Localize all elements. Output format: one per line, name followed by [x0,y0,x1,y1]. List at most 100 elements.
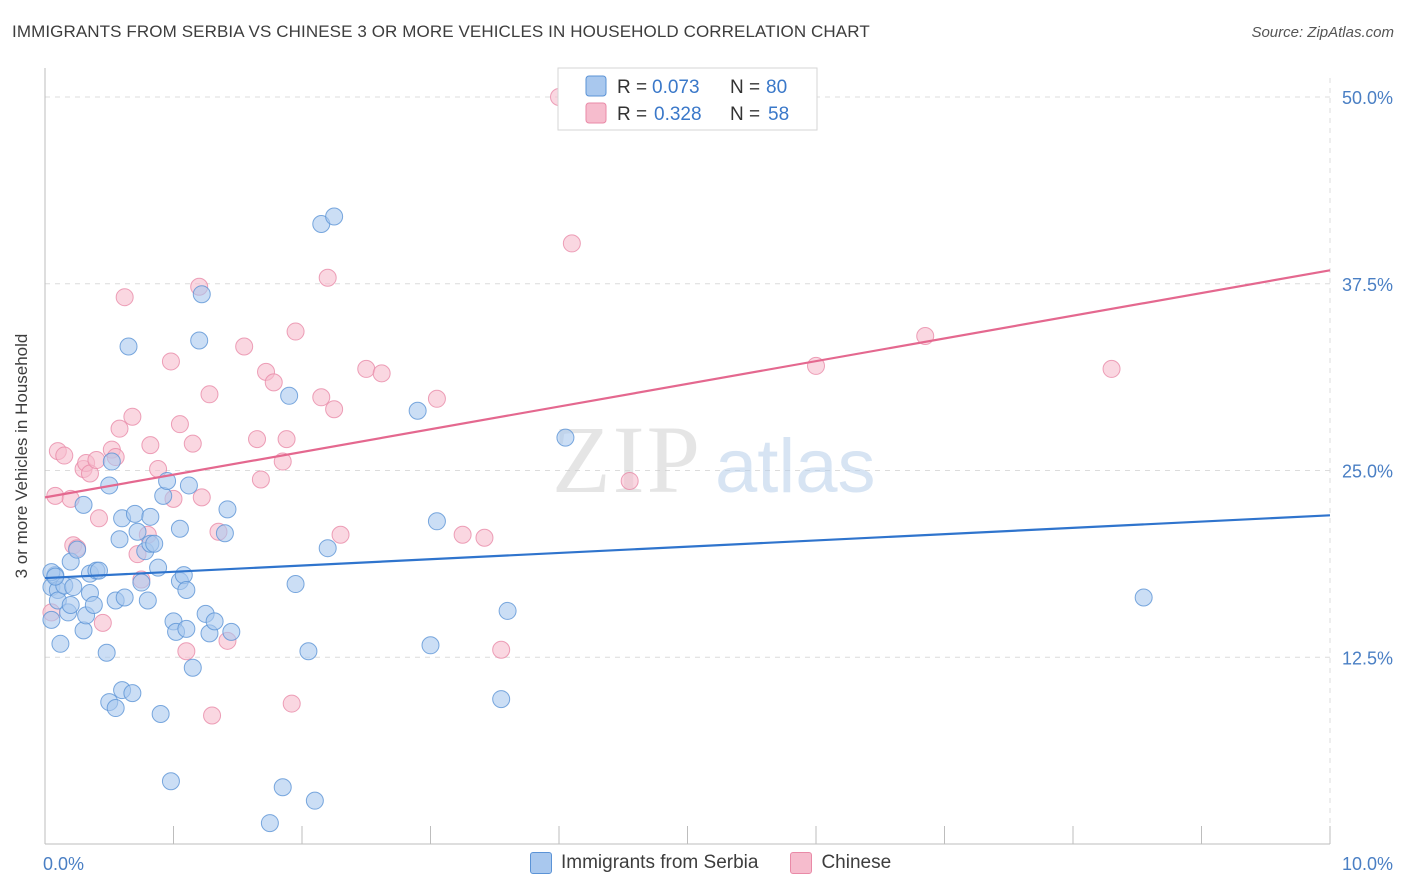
watermark: ZIP atlas [552,406,876,513]
chinese-point [203,706,222,725]
legend-r-value: 0.073 [652,77,700,98]
legend-item-serbia: Immigrants from Serbia [530,852,758,874]
chinese-point [177,642,196,661]
trend-lines [44,269,1331,580]
serbia-point [273,778,292,797]
serbia-point [141,507,160,526]
y-tick-label: 12.5% [1342,648,1393,668]
serbia-point [110,530,129,549]
serbia-point [318,539,337,558]
watermark-atlas: atlas [715,424,876,509]
legend-bottom: Immigrants from Serbia Chinese [530,852,913,874]
y-tick-label: 37.5% [1342,275,1393,295]
legend-n-label: N = [730,77,760,98]
y-axis-title: 3 or more Vehicles in Household [12,333,31,579]
chinese-point [453,525,472,544]
serbia-point [218,500,237,519]
serbia-point [106,699,125,718]
legend-r-label: R = [617,104,647,125]
serbia-point [325,207,344,226]
chinese-point [331,525,350,544]
serbia-point [84,595,103,614]
serbia-point [151,705,170,724]
serbia-point [42,610,61,629]
y-tick-label: 25.0% [1342,462,1393,482]
tick-labels: 12.5% 25.0% 37.5% 50.0% 0.0% 10.0% [43,88,1393,874]
chinese-point [277,430,296,449]
legend-swatch-chinese [790,852,813,874]
serbia-point [128,522,147,541]
chinese-point [318,268,337,287]
grid-lines [45,78,1331,844]
serbia-point [97,643,116,662]
legend-n-value: 80 [766,77,787,98]
serbia-point [408,401,427,420]
chinese-point [273,452,292,471]
serbia-point [498,601,517,620]
serbia-point [215,524,234,543]
serbia-point [192,285,211,304]
serbia-point [305,791,324,810]
chinese-point [286,322,305,341]
chinese-point [200,385,219,404]
chart-title: IMMIGRANTS FROM SERBIA VS CHINESE 3 OR M… [12,22,870,41]
chinese-point [248,430,267,449]
chinese-point [183,434,202,453]
chinese-point [161,352,180,371]
chart-source: Source: ZipAtlas.com [1251,24,1394,41]
chinese-point [89,509,108,528]
serbia-point [427,512,446,531]
legend-r-label: R = [617,77,647,98]
chinese-point [427,389,446,408]
x-tick-label: 10.0% [1342,854,1393,874]
serbia-point [102,452,121,471]
serbia-point [179,476,198,495]
chinese-point [475,528,494,547]
legend-n-label: N = [730,104,760,125]
chinese-point [192,488,211,507]
legend-r-value: 0.328 [654,104,702,125]
serbia-point [177,619,196,638]
serbia-point [174,566,193,585]
chinese-point [87,451,106,470]
serbia-point [161,772,180,791]
serbia-point [170,519,189,538]
serbia-point [138,591,157,610]
serbia-point [286,575,305,594]
serbia-trend-line [44,514,1331,580]
serbia-point [74,495,93,514]
chinese-point [110,419,129,438]
serbia-point [51,634,70,653]
serbia-point [154,486,173,505]
chinese-point [1102,359,1121,378]
serbia-point [123,684,142,703]
serbia-point [125,504,144,523]
chinese-point [123,407,142,426]
serbia-point [260,814,279,833]
serbia-point [145,534,164,553]
legend-n-value: 58 [768,104,789,125]
chinese-point [93,613,112,632]
legend-label-chinese: Chinese [821,852,892,873]
chinese-point [492,640,511,659]
serbia-point [132,573,151,592]
serbia-point [119,337,138,356]
serbia-point [205,612,224,631]
chinese-point [55,446,74,465]
serbia-point [183,658,202,677]
chinese-point [325,400,344,419]
chinese-point [235,337,254,356]
serbia-point [1134,588,1153,607]
serbia-point [64,578,83,597]
serbia-point [280,386,299,405]
y-tick-label: 50.0% [1342,88,1393,108]
chinese-point [141,436,160,455]
serbia-point [299,642,318,661]
serbia-point [115,588,134,607]
serbia-point [556,428,575,447]
watermark-zip: ZIP [552,406,702,513]
chinese-point [620,471,639,490]
chinese-point [115,288,134,307]
chinese-point [264,373,283,392]
